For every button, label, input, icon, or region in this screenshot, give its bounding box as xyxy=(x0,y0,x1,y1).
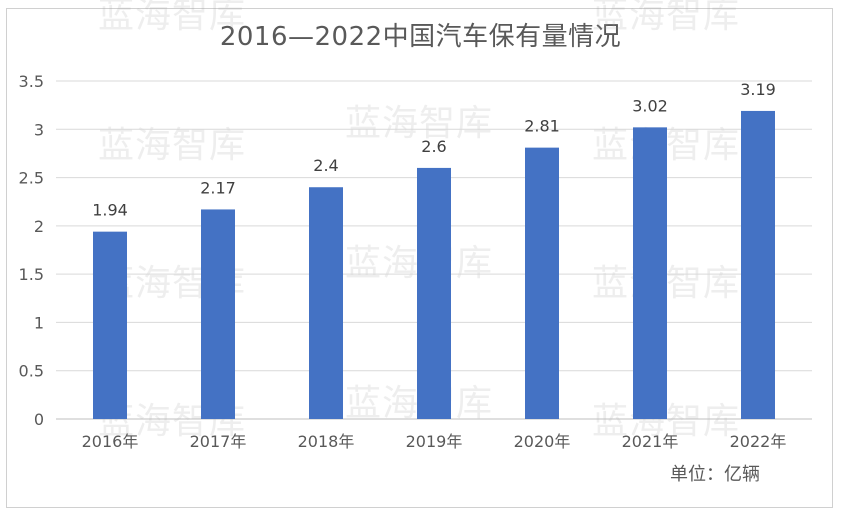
y-tick-label: 0 xyxy=(34,410,44,429)
x-tick-label: 2021年 xyxy=(622,432,679,451)
bar xyxy=(633,127,667,420)
y-tick-label: 1.5 xyxy=(19,265,44,284)
y-tick-label: 3.5 xyxy=(19,72,44,91)
x-tick-label: 2019年 xyxy=(406,432,463,451)
y-tick-label: 2.5 xyxy=(19,169,44,188)
data-label: 2.4 xyxy=(313,156,338,175)
y-tick-label: 0.5 xyxy=(19,362,44,381)
unit-label: 单位：亿辆 xyxy=(670,464,760,485)
bar xyxy=(417,167,451,419)
data-label: 2.6 xyxy=(421,137,446,156)
data-label: 3.02 xyxy=(632,96,668,115)
bar xyxy=(309,187,343,419)
bar xyxy=(525,147,559,420)
data-label: 1.94 xyxy=(92,201,128,220)
data-label: 3.19 xyxy=(740,80,776,99)
x-tick-label: 2018年 xyxy=(298,432,355,451)
x-tick-label: 2020年 xyxy=(514,432,571,451)
data-label: 2.81 xyxy=(524,117,560,136)
bar xyxy=(741,110,775,420)
x-tick-label: 2017年 xyxy=(190,432,247,451)
data-label: 2.17 xyxy=(200,178,236,197)
bar xyxy=(201,209,235,419)
bar xyxy=(93,231,127,419)
chart-title: 2016—2022中国汽车保有量情况 xyxy=(219,22,622,52)
x-tick-label: 2016年 xyxy=(82,432,139,451)
y-tick-label: 2 xyxy=(34,217,44,236)
x-tick-label: 2022年 xyxy=(730,432,787,451)
y-tick-label: 1 xyxy=(34,313,44,332)
y-tick-label: 3 xyxy=(34,120,44,139)
